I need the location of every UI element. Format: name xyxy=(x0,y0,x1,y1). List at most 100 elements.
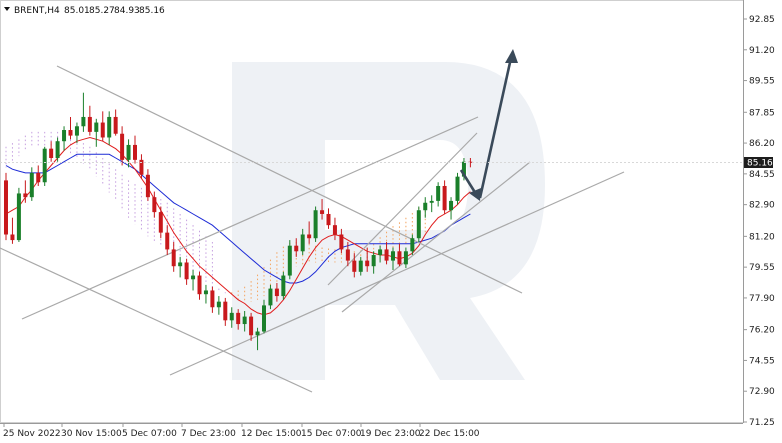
price-tick-label: 91.20 xyxy=(749,46,775,56)
candle-body xyxy=(81,116,86,127)
candle-body xyxy=(326,213,331,226)
candle-body xyxy=(42,148,47,183)
symbol-label: BRENT,H4 xyxy=(14,6,60,16)
candle-body xyxy=(10,234,15,241)
price-tick-label: 92.85 xyxy=(749,15,775,25)
candle-body xyxy=(203,290,208,295)
candle-body xyxy=(4,180,8,235)
candle-body xyxy=(133,144,137,160)
chart-header: BRENT,H4 85.01 85.27 84.93 85.16 xyxy=(4,6,165,16)
price-tick-label: 87.85 xyxy=(749,108,775,118)
trendline-rising-1 xyxy=(21,116,479,320)
trendline-rising-4 xyxy=(341,161,531,313)
trend-lines xyxy=(0,65,625,393)
forecast-arrow-up-head xyxy=(505,49,518,63)
price-tick-label: 79.55 xyxy=(749,263,775,273)
candle-body xyxy=(145,174,150,198)
candle-body xyxy=(294,245,299,252)
candle-body xyxy=(391,251,395,261)
candle-body xyxy=(397,251,402,265)
candle-body xyxy=(403,251,408,265)
candle-body xyxy=(74,126,79,136)
candle-body xyxy=(332,225,337,235)
candle-body xyxy=(378,249,383,256)
current-price-marker: 85.16 xyxy=(0,157,773,169)
price-tick-label: 72.90 xyxy=(749,387,775,397)
candle-body xyxy=(120,133,125,160)
candle-body xyxy=(358,260,363,272)
candle-body xyxy=(365,260,370,267)
candle-body xyxy=(255,331,260,336)
trendline-descending-lower xyxy=(0,247,313,393)
candle-body xyxy=(307,234,312,239)
candle-body xyxy=(184,262,189,280)
candle-body xyxy=(62,130,67,142)
price-tick-label: 89.55 xyxy=(749,77,775,87)
forecast-arrows xyxy=(459,49,518,201)
price-axis: 92.85 91.20 89.55 87.85 86.20 84.55 82.90 81.20… xyxy=(743,15,775,428)
candle-body xyxy=(16,193,21,241)
ohlc-high: 85.27 xyxy=(89,6,115,16)
time-tick-label: 15 Dec 07:00 xyxy=(301,429,362,439)
trendline-rising-3 xyxy=(327,132,478,286)
price-tick-label: 77.90 xyxy=(749,294,775,304)
ohlc-open: 85.01 xyxy=(64,6,90,16)
candle-body xyxy=(468,161,473,163)
candle-body xyxy=(242,316,247,325)
candle-body xyxy=(384,249,389,261)
forecast-arrow-down-head xyxy=(469,188,481,201)
price-tick-label: 74.55 xyxy=(749,356,775,366)
forecast-arrow-down xyxy=(459,169,478,195)
candle-body xyxy=(461,161,466,177)
candle-body xyxy=(178,262,183,267)
candle-body xyxy=(152,197,157,213)
candle-body xyxy=(49,148,54,158)
time-tick-label: 5 Dec 07:00 xyxy=(122,429,177,439)
ohlc-close: 85.16 xyxy=(139,6,165,16)
candle-body xyxy=(191,275,196,280)
candle-body xyxy=(87,116,92,132)
candles xyxy=(4,92,473,351)
candle-body xyxy=(100,122,105,138)
candle-body xyxy=(429,200,434,203)
candle-body xyxy=(210,290,215,308)
candle-body xyxy=(126,144,131,160)
dropdown-triangle-icon[interactable] xyxy=(4,7,10,11)
candle-body xyxy=(262,305,266,332)
candle-body xyxy=(29,172,34,198)
candle-body xyxy=(281,275,286,297)
time-tick-label: 19 Dec 23:00 xyxy=(360,429,421,439)
candle-body xyxy=(68,130,73,136)
time-axis: 25 Nov 2022 30 Nov 15:00 5 Dec 07:00 7 Dec … xyxy=(3,423,480,439)
candle-body xyxy=(113,116,118,134)
price-tick-label: 86.20 xyxy=(749,139,775,149)
candle-body xyxy=(442,185,447,211)
candle-body xyxy=(236,312,241,325)
time-tick-label: 30 Nov 15:00 xyxy=(61,429,122,439)
price-tick-label: 81.20 xyxy=(749,232,775,242)
candle-body xyxy=(449,200,454,211)
candle-body xyxy=(455,176,460,201)
candle-body xyxy=(229,312,234,321)
time-tick-label: 7 Dec 23:00 xyxy=(181,429,236,439)
candle-body xyxy=(94,122,99,132)
candle-body xyxy=(410,238,415,252)
price-tick-label: 84.55 xyxy=(749,170,775,180)
candle-body xyxy=(436,185,441,201)
candle-body xyxy=(345,249,350,261)
ichimoku-cloud xyxy=(5,131,426,302)
candle-body xyxy=(274,288,279,297)
trendline-rising-2 xyxy=(169,171,625,376)
time-tick-label: 12 Dec 15:00 xyxy=(241,429,302,439)
candle-body xyxy=(139,159,144,175)
candle-body xyxy=(55,141,60,158)
kijun-sen-line xyxy=(5,153,471,284)
time-tick-label: 25 Nov 2022 xyxy=(3,429,61,439)
price-tick-label: 82.90 xyxy=(749,201,775,211)
candle-body xyxy=(423,202,428,211)
current-price-label-bg xyxy=(744,157,773,168)
time-tick-label: 22 Dec 15:00 xyxy=(419,429,480,439)
ohlc-low: 84.93 xyxy=(114,6,140,16)
candle-body xyxy=(216,301,221,308)
